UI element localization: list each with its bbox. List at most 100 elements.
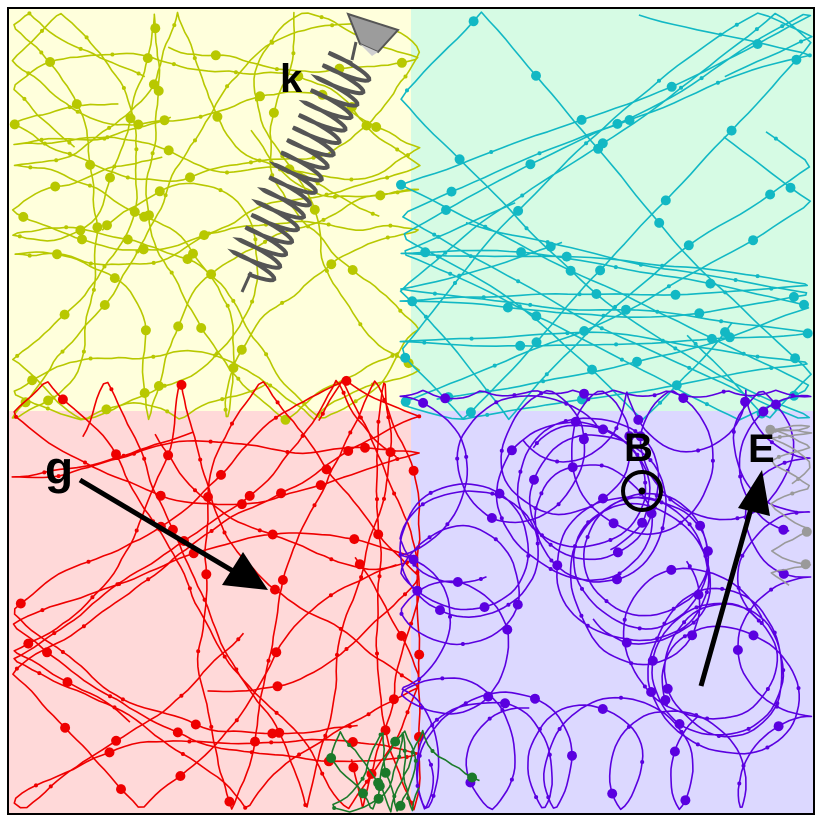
trajectory-bead xyxy=(417,414,422,419)
trajectory-bead xyxy=(691,620,696,625)
trajectory-bead xyxy=(612,547,623,558)
trajectory-bead xyxy=(531,70,541,81)
trajectory-bead xyxy=(465,407,476,418)
trajectory-bead xyxy=(376,419,381,424)
trajectory-bead xyxy=(499,516,504,521)
trajectory-bead xyxy=(432,232,437,237)
trajectory-bead xyxy=(99,300,110,310)
trajectory-bead xyxy=(660,195,671,206)
trajectory-bead xyxy=(27,11,32,16)
trajectory-bead xyxy=(556,502,561,507)
trajectory-bead xyxy=(587,364,597,375)
trajectory-bead xyxy=(752,39,763,49)
trajectory-bead xyxy=(163,145,174,156)
trajectory-bead xyxy=(658,400,663,405)
trajectory-bead xyxy=(28,165,33,170)
trajectory-bead xyxy=(112,164,117,169)
trajectory-bead xyxy=(163,450,174,461)
trajectory-gravity xyxy=(11,375,425,811)
trajectory-bead xyxy=(693,341,698,346)
trajectory-bead xyxy=(359,575,364,580)
trajectory-bead xyxy=(796,686,801,691)
trajectory-bead xyxy=(347,265,358,275)
trajectory-bead xyxy=(579,613,584,618)
trajectory-bead xyxy=(443,250,448,255)
trajectory-bead xyxy=(45,57,56,67)
trajectory-bead xyxy=(332,194,337,199)
trajectory-bead xyxy=(414,649,425,660)
trajectory-bead xyxy=(109,273,120,284)
trajectory-bead xyxy=(319,15,324,20)
trajectory-bead xyxy=(248,160,253,165)
magnetic-field-label: B xyxy=(624,426,653,470)
trajectory-bead xyxy=(212,111,223,122)
trajectory-bead xyxy=(77,234,87,245)
trajectory-bead xyxy=(622,617,627,622)
trajectory-bead xyxy=(40,608,45,613)
gravity-arrow xyxy=(78,477,268,590)
trajectory-bead xyxy=(399,611,404,616)
trajectory-bead xyxy=(453,281,457,285)
trajectory-bead xyxy=(71,99,82,110)
trajectory-bead xyxy=(142,53,153,64)
trajectory-bead xyxy=(90,595,95,600)
trajectory-bead xyxy=(60,650,65,654)
trajectory-path xyxy=(399,389,812,811)
trajectory-bead xyxy=(732,645,743,655)
trajectory-bead xyxy=(405,88,409,93)
trajectory-bead xyxy=(348,762,359,773)
trajectory-bead xyxy=(234,718,239,723)
trajectory-bead xyxy=(541,379,546,384)
trajectory-bead xyxy=(580,586,584,591)
trajectory-bead xyxy=(548,567,553,571)
trajectory-bead xyxy=(341,390,346,395)
trajectory-bead xyxy=(463,701,468,706)
trajectory-bead xyxy=(329,557,334,562)
trajectory-bead xyxy=(738,474,743,479)
trajectory-bead xyxy=(154,186,165,197)
trajectory-bead xyxy=(326,222,331,227)
trajectory-bead xyxy=(354,559,365,570)
trajectory-bead xyxy=(306,224,310,229)
trajectory-bead xyxy=(9,119,20,130)
trajectory-bead xyxy=(206,269,217,280)
trajectory-bead xyxy=(102,136,107,141)
trajectory-bead xyxy=(769,587,774,592)
trajectory-bead xyxy=(774,704,779,709)
trajectory-bead xyxy=(557,727,562,731)
trajectory-bead xyxy=(755,354,760,359)
trajectory-bead xyxy=(436,254,440,259)
trajectory-bead xyxy=(440,676,445,681)
trajectory-bead xyxy=(395,457,400,461)
trajectory-bead xyxy=(303,803,308,807)
trajectory-bead xyxy=(546,795,551,800)
trajectory-bead xyxy=(721,389,726,394)
trajectory-bead xyxy=(264,352,269,357)
trajectory-bead xyxy=(759,621,764,625)
trajectory-bead xyxy=(132,451,136,456)
trajectory-bead xyxy=(173,321,184,332)
trajectory-bead xyxy=(59,309,70,320)
trajectory-bead xyxy=(213,353,218,358)
trajectory-bead xyxy=(601,313,606,318)
trajectory-bead xyxy=(659,500,664,505)
trajectory-bead xyxy=(250,299,255,304)
trajectory-bead xyxy=(133,119,144,130)
trajectory-bead xyxy=(209,724,214,729)
trajectory-bead xyxy=(358,322,363,327)
trajectory-bead xyxy=(705,278,716,289)
spring-coil xyxy=(227,50,372,283)
trajectory-bead xyxy=(224,796,235,807)
trajectory-bead xyxy=(392,794,397,799)
trajectory-bead xyxy=(364,779,369,784)
trajectory-bead xyxy=(754,27,759,32)
trajectory-bead xyxy=(146,577,151,582)
trajectory-bead xyxy=(607,788,618,799)
trajectory-bead xyxy=(395,147,400,152)
trajectory-bead xyxy=(778,568,789,579)
trajectory-bead xyxy=(15,353,20,358)
trajectory-bead xyxy=(274,727,285,738)
trajectory-bead xyxy=(320,411,325,416)
trajectory-bead xyxy=(165,409,170,414)
trajectory-bead xyxy=(635,431,646,442)
